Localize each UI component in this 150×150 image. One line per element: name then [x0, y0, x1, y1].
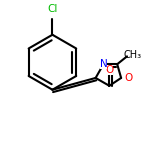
Text: O: O [105, 65, 114, 75]
Text: Cl: Cl [47, 4, 58, 14]
Text: CH₃: CH₃ [123, 50, 141, 60]
Text: O: O [125, 73, 133, 83]
Text: N: N [100, 59, 107, 69]
